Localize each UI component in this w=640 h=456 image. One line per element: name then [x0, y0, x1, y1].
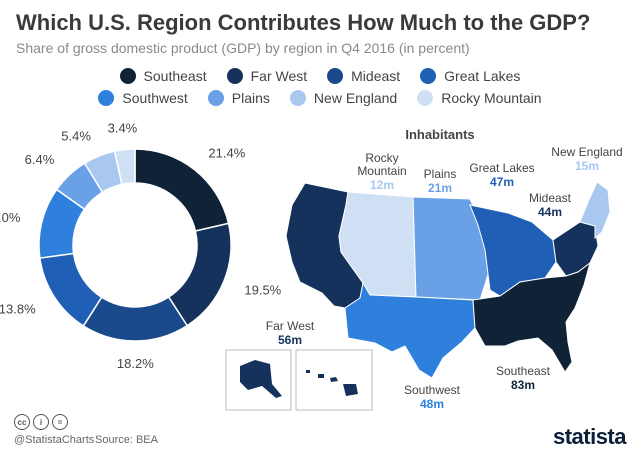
map-region-value: 48m	[420, 397, 444, 411]
license-icons: cc i =	[14, 414, 68, 430]
map-region-name: Southwest	[404, 383, 461, 397]
legend-item-new-england: New England	[289, 90, 398, 106]
cc-icon: cc	[14, 414, 30, 430]
legend-label: Rocky Mountain	[441, 90, 542, 106]
legend-item-far-west: Far West	[226, 68, 308, 84]
map-region-new-england	[579, 181, 611, 240]
donut-slice-rocky-mountain	[113, 148, 136, 186]
donut-label-far-west: 19.5%	[244, 282, 281, 297]
legend-swatch	[98, 90, 115, 106]
legend-label: Mideast	[351, 68, 401, 84]
map-region-name: Great Lakes	[469, 161, 534, 175]
map-region-value: 56m	[278, 333, 302, 347]
legend-label: Southwest	[122, 90, 188, 106]
legend-label: Southeast	[143, 68, 207, 84]
map-region-southeast	[472, 261, 591, 373]
source-note: Source: BEA	[95, 434, 158, 446]
alaska-inset	[225, 349, 292, 411]
donut-label-rocky-mountain: 3.4%	[108, 121, 138, 136]
map-region-name: Southeast	[496, 364, 551, 378]
attribution-icon: i	[33, 414, 49, 430]
legend-swatch	[327, 68, 344, 84]
hawaii-inset	[295, 349, 373, 411]
chart-subtitle: Share of gross domestic product (GDP) by…	[16, 40, 470, 56]
legend-swatch	[420, 68, 437, 84]
legend-label: Great Lakes	[444, 68, 521, 84]
alaska-shape	[240, 360, 282, 398]
legend-row: Southeast Far West Mideast Great Lakes	[0, 68, 640, 84]
legend-swatch	[289, 90, 306, 106]
legend-item-plains: Plains	[207, 90, 270, 106]
legend-swatch	[119, 68, 136, 84]
map-region-southwest	[344, 281, 476, 379]
legend-swatch	[226, 68, 243, 84]
legend-item-rocky-mountain: Rocky Mountain	[417, 90, 542, 106]
legend-item-southwest: Southwest	[98, 90, 188, 106]
chart-title: Which U.S. Region Contributes How Much t…	[16, 10, 591, 35]
legend-label: New England	[313, 90, 398, 106]
map-region-name: Rocky	[365, 151, 398, 165]
legend: Southeast Far West Mideast Great Lakes South…	[0, 68, 640, 112]
map-region-value: 12m	[370, 178, 394, 192]
donut-label-southeast: 21.4%	[208, 146, 245, 161]
map-title: Inhabitants	[405, 127, 474, 142]
legend-item-great-lakes: Great Lakes	[420, 68, 520, 84]
hawaii-shape	[306, 370, 358, 396]
map-region-mideast	[552, 221, 599, 277]
map-region-name: Mideast	[529, 191, 572, 205]
donut-label-new-england: 5.4%	[61, 129, 91, 144]
map-region-name: Mountain	[357, 164, 406, 178]
donut-label-southwest: 12.0%	[0, 210, 21, 225]
map-region-value: 83m	[511, 378, 535, 392]
map-region-value: 15m	[575, 159, 599, 173]
map-region-name: Far West	[266, 319, 315, 333]
statista-logo: statista	[552, 424, 627, 449]
map-region-value: 44m	[538, 205, 562, 219]
legend-swatch	[417, 90, 434, 106]
legend-row: Southwest Plains New England Rocky Mountain	[0, 90, 640, 106]
social-handle: @StatistaCharts	[14, 434, 95, 446]
map-region-name: New England	[551, 145, 622, 159]
legend-swatch	[207, 90, 224, 106]
no-derivatives-icon: =	[52, 414, 68, 430]
map-region-value: 21m	[428, 181, 452, 195]
donut-label-plains: 6.4%	[25, 152, 55, 167]
legend-item-southeast: Southeast	[119, 68, 207, 84]
map-region-value: 47m	[490, 175, 514, 189]
legend-item-mideast: Mideast	[327, 68, 400, 84]
legend-label: Plains	[231, 90, 270, 106]
donut-label-mideast: 18.2%	[117, 356, 154, 371]
donut-label-great-lakes: 13.8%	[0, 302, 36, 317]
legend-label: Far West	[250, 68, 308, 84]
map-region-name: Plains	[424, 167, 457, 181]
